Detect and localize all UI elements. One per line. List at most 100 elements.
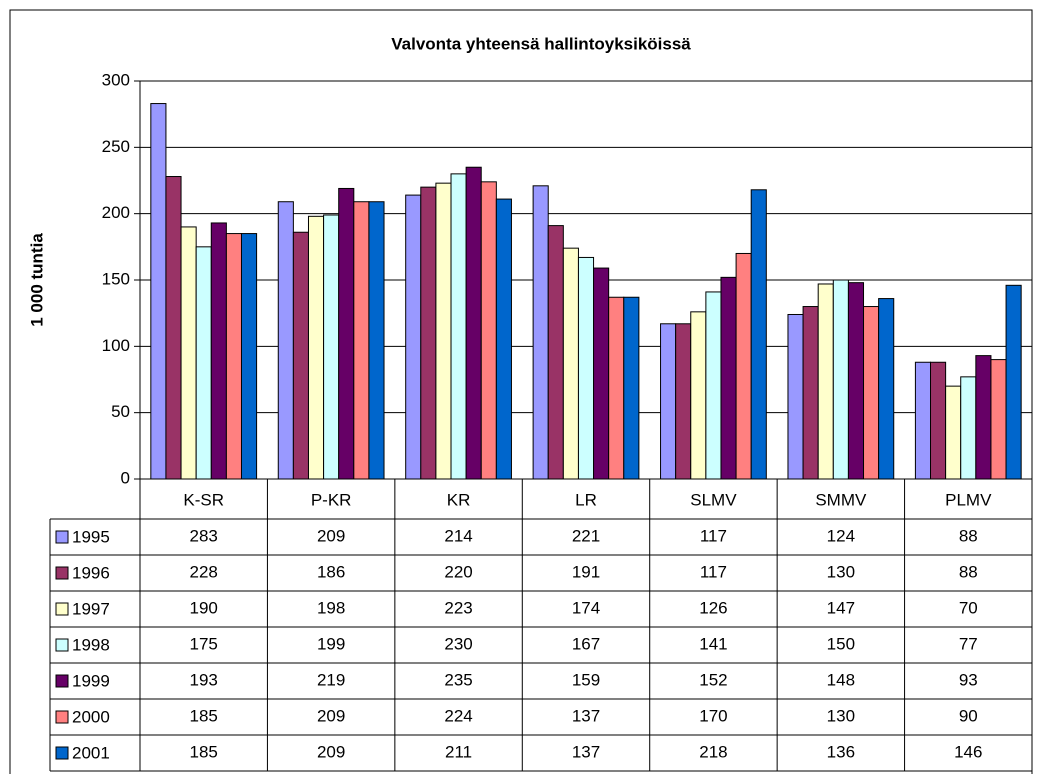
table-value: 199 xyxy=(317,634,345,653)
legend-label: 1997 xyxy=(72,599,110,618)
table-value: 93 xyxy=(959,670,978,689)
table-value: 218 xyxy=(699,742,727,761)
table-value: 90 xyxy=(959,706,978,725)
bar xyxy=(660,323,677,480)
x-tick-label: K-SR xyxy=(183,490,224,509)
bar xyxy=(225,233,242,480)
table-value: 130 xyxy=(827,706,855,725)
bar xyxy=(180,226,197,480)
bar xyxy=(975,355,992,480)
legend-swatch xyxy=(55,674,69,688)
legend-label: 1996 xyxy=(72,563,110,582)
bar xyxy=(480,181,497,480)
x-tick-label: SMMV xyxy=(815,490,867,509)
x-tick-label: LR xyxy=(575,490,597,509)
y-tick-label: 150 xyxy=(102,269,130,288)
table-value: 146 xyxy=(954,742,982,761)
bar xyxy=(195,246,212,480)
bar xyxy=(562,247,579,480)
legend-swatch xyxy=(55,710,69,724)
table-value: 209 xyxy=(317,742,345,761)
bar xyxy=(150,103,167,480)
y-tick-label: 0 xyxy=(121,468,130,487)
table-value: 136 xyxy=(827,742,855,761)
table-value: 147 xyxy=(827,598,855,617)
table-value: 88 xyxy=(959,526,978,545)
table-value: 219 xyxy=(317,670,345,689)
table-value: 148 xyxy=(827,670,855,689)
table-value: 191 xyxy=(572,562,600,581)
table-value: 221 xyxy=(572,526,600,545)
legend-swatch xyxy=(55,638,69,652)
table-value: 167 xyxy=(572,634,600,653)
bar xyxy=(720,276,737,480)
bar xyxy=(690,311,707,480)
table-value: 185 xyxy=(190,742,218,761)
table-value: 174 xyxy=(572,598,600,617)
y-tick-label: 300 xyxy=(102,70,130,89)
bar xyxy=(802,306,819,480)
y-tick-label: 200 xyxy=(102,203,130,222)
bar xyxy=(705,291,722,480)
bar xyxy=(817,283,834,480)
bar xyxy=(593,267,610,480)
legend-label: 2000 xyxy=(72,707,110,726)
bar xyxy=(307,215,325,480)
bar xyxy=(787,313,804,480)
x-tick-label: SLMV xyxy=(690,490,737,509)
bar xyxy=(735,252,752,480)
table-value: 193 xyxy=(190,670,218,689)
table-value: 235 xyxy=(444,670,472,689)
table-value: 190 xyxy=(190,598,218,617)
legend-swatch xyxy=(55,602,69,616)
table-value: 228 xyxy=(190,562,218,581)
bar xyxy=(420,186,437,480)
legend-swatch xyxy=(55,746,69,760)
bar xyxy=(292,231,309,480)
y-tick-label: 250 xyxy=(102,137,130,156)
table-value: 70 xyxy=(959,598,978,617)
bar xyxy=(960,376,977,480)
table-value: 117 xyxy=(700,562,727,581)
bar xyxy=(338,187,355,480)
y-axis-label: 1 000 tuntia xyxy=(27,233,46,327)
bar xyxy=(495,198,512,480)
bar xyxy=(165,176,182,480)
bar xyxy=(832,279,849,480)
table-value: 175 xyxy=(190,634,218,653)
table-value: 230 xyxy=(444,634,472,653)
legend-swatch xyxy=(55,530,69,544)
bar xyxy=(323,214,340,480)
table-value: 185 xyxy=(190,706,218,725)
x-tick-label: KR xyxy=(447,490,471,509)
bar xyxy=(547,225,564,480)
bar xyxy=(878,298,895,480)
bar xyxy=(914,361,932,480)
table-value: 211 xyxy=(445,742,472,761)
bar xyxy=(450,173,467,480)
bar xyxy=(368,201,385,480)
y-tick-label: 50 xyxy=(111,402,130,421)
table-value: 137 xyxy=(572,742,600,761)
bar xyxy=(465,166,482,480)
bar xyxy=(930,361,947,480)
table-value: 186 xyxy=(317,562,345,581)
table-value: 150 xyxy=(827,634,855,653)
x-tick-label: PLMV xyxy=(945,490,992,509)
bar xyxy=(277,201,294,480)
bar xyxy=(750,189,767,480)
table-value: 159 xyxy=(572,670,600,689)
legend-swatch xyxy=(55,566,69,580)
x-tick-label: P-KR xyxy=(311,490,352,509)
table-value: 130 xyxy=(827,562,855,581)
table-value: 220 xyxy=(444,562,472,581)
legend-label: 1995 xyxy=(72,527,110,546)
table-value: 283 xyxy=(190,526,218,545)
chart-title: Valvonta yhteensä hallintoyksiköissä xyxy=(391,34,691,53)
table-value: 152 xyxy=(699,670,727,689)
bar xyxy=(675,323,692,480)
table-value: 141 xyxy=(699,634,727,653)
bar xyxy=(435,182,452,480)
bar xyxy=(945,385,962,480)
